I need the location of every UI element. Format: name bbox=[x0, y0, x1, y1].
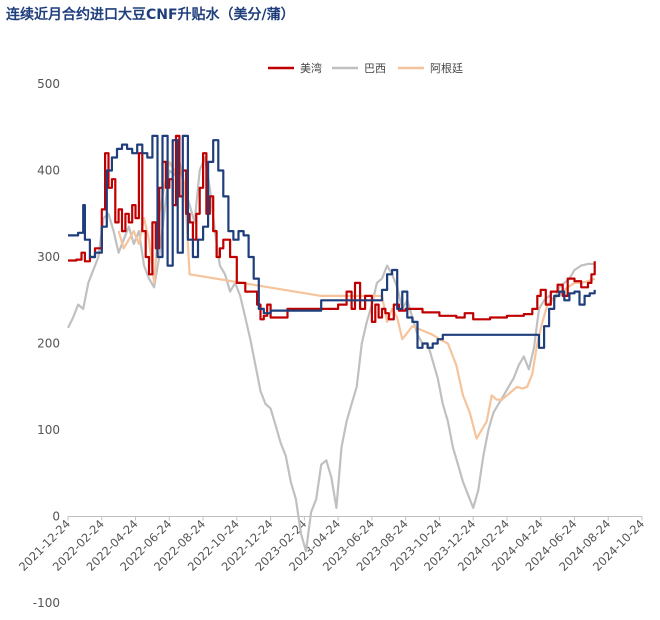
series-line-0 bbox=[68, 134, 596, 323]
series-layer bbox=[67, 134, 596, 553]
y-tick-label: 400 bbox=[37, 164, 60, 178]
y-tick-label: 500 bbox=[37, 77, 60, 91]
legend: 美湾 巴西 阿根廷 bbox=[268, 61, 463, 75]
x-axis: 2021-12-242022-02-242022-04-242022-06-24… bbox=[16, 516, 647, 574]
y-tick-label: 300 bbox=[37, 250, 60, 264]
legend-label: 阿根廷 bbox=[430, 61, 463, 75]
y-tick-label: 100 bbox=[37, 423, 60, 437]
chart-title: 连续近月合约进口大豆CNF升贴水（美分/蒲） bbox=[6, 7, 295, 23]
y-tick-label: -100 bbox=[33, 596, 60, 610]
y-tick-label: 200 bbox=[37, 337, 60, 351]
legend-label: 巴西 bbox=[364, 62, 386, 75]
series-line-1 bbox=[67, 156, 595, 553]
legend-label: 美湾 bbox=[300, 61, 322, 75]
series-line-3 bbox=[68, 134, 596, 349]
y-tick-label: 0 bbox=[52, 510, 60, 524]
y-axis: 500 400 300 200 100 0 -100 bbox=[33, 77, 60, 610]
